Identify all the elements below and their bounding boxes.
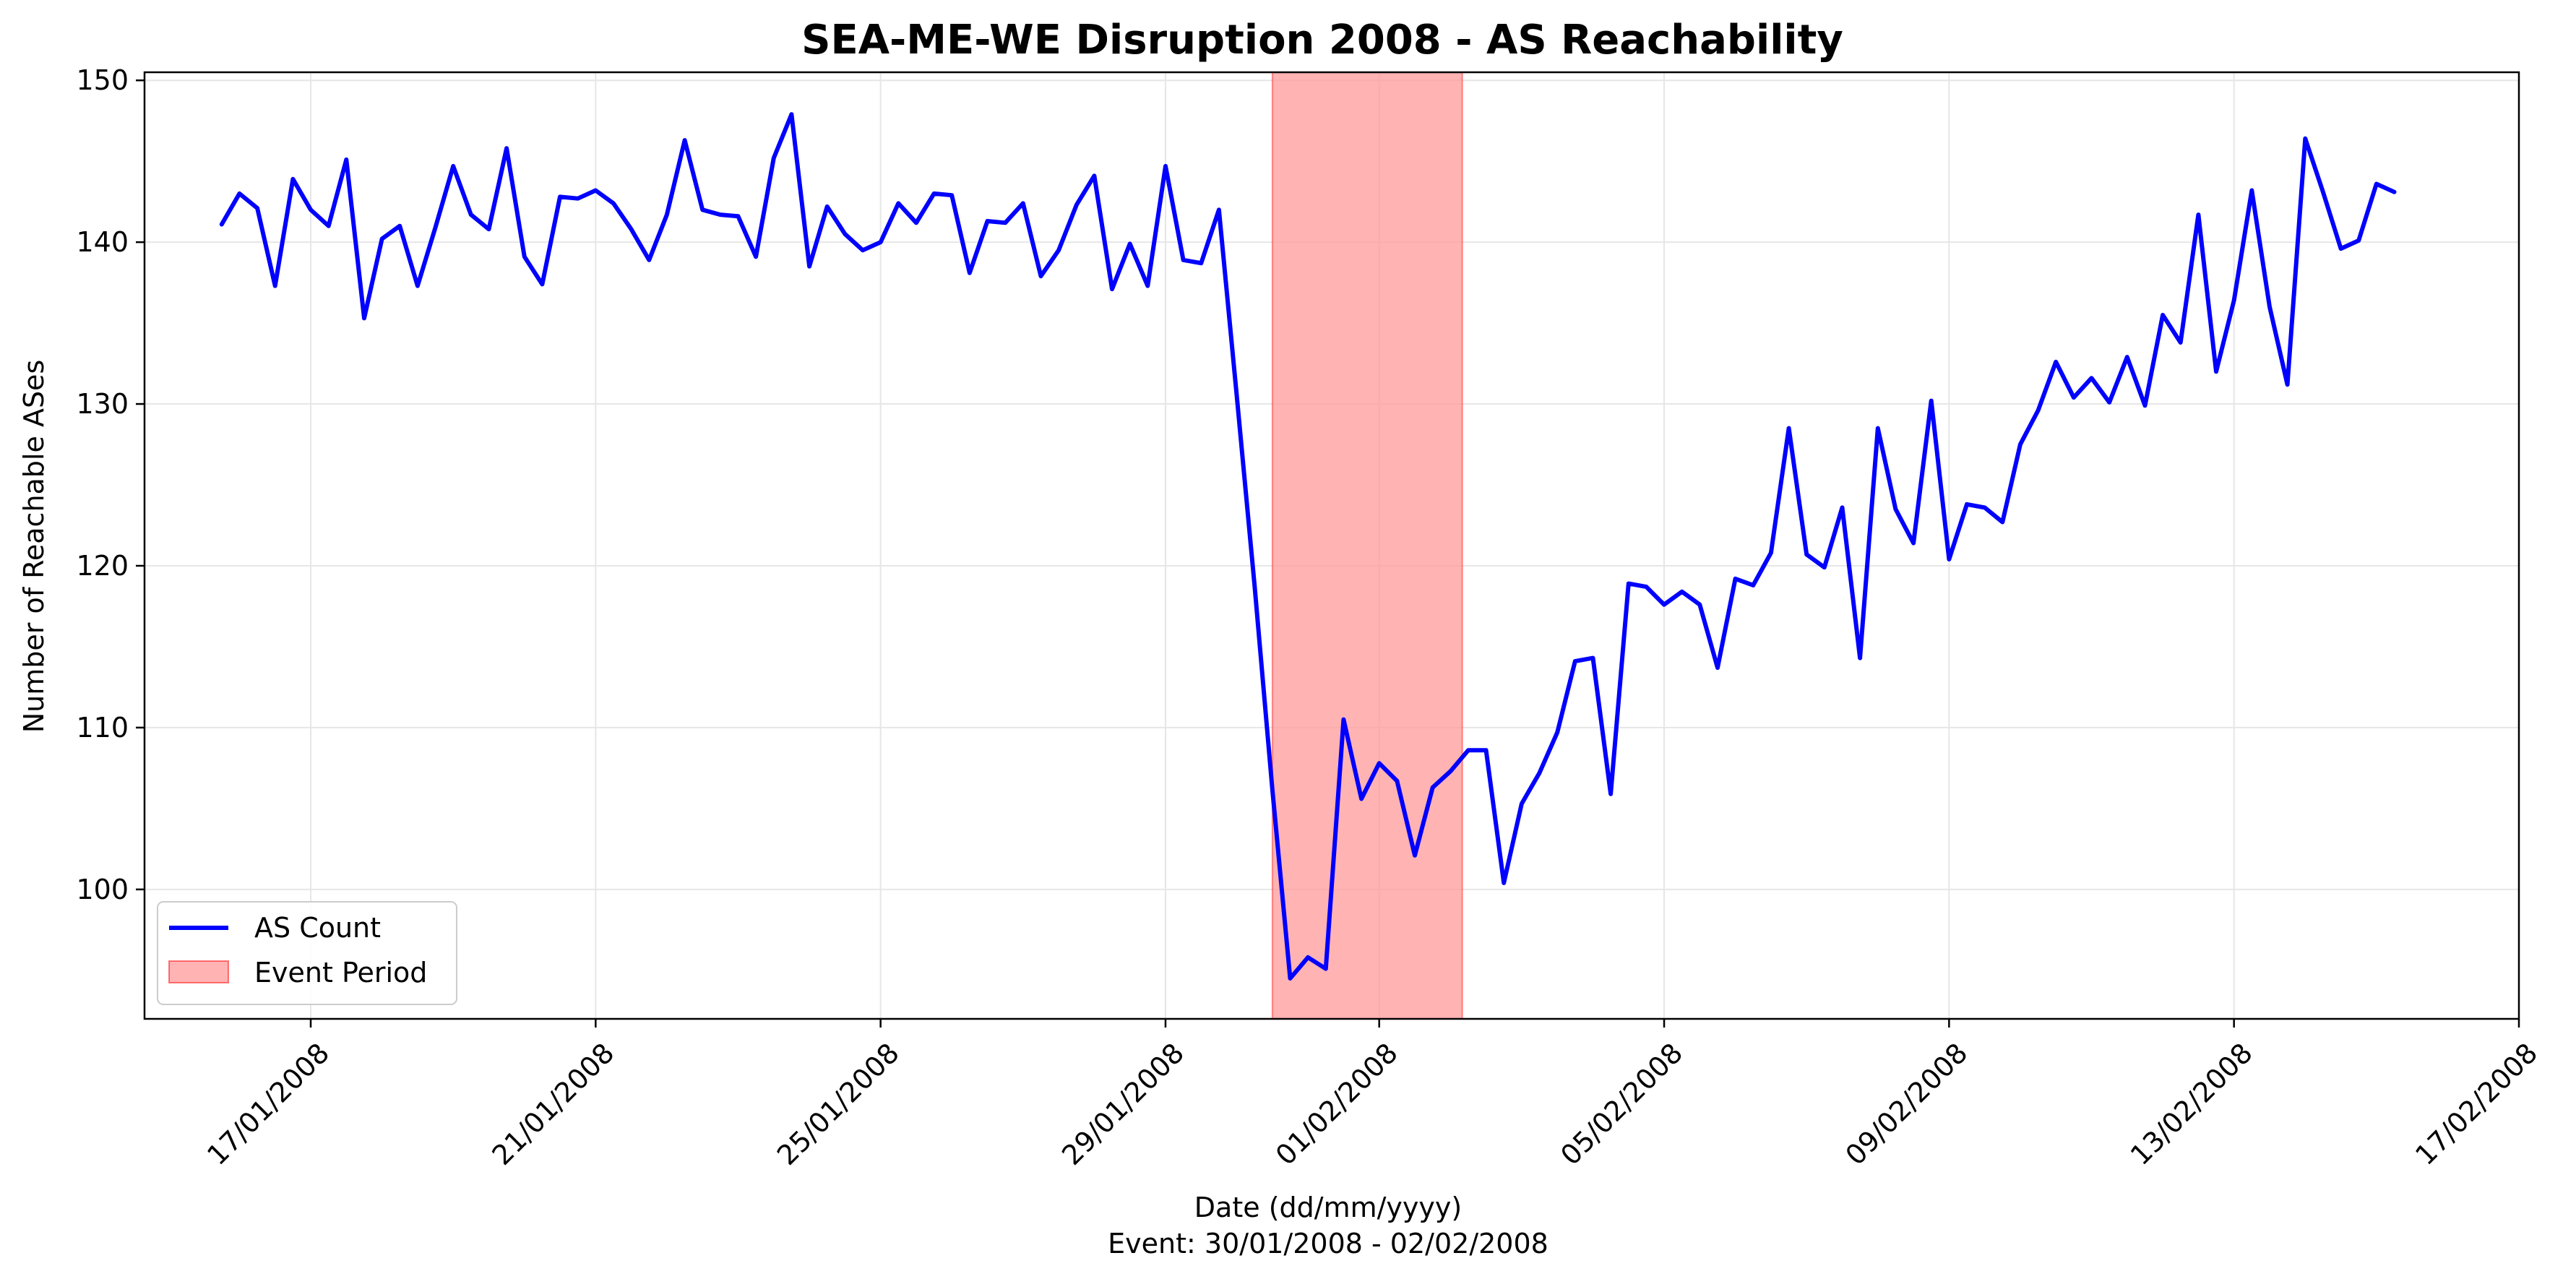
x-tick-label: 09/02/2008 (1840, 1037, 1974, 1171)
x-tick-label: 13/02/2008 (2124, 1037, 2259, 1171)
chart-title: SEA-ME-WE Disruption 2008 - AS Reachabil… (801, 17, 1843, 64)
event-period-layer (1271, 72, 1463, 1020)
legend-box (157, 901, 457, 1005)
x-tick-label: 29/01/2008 (1056, 1037, 1190, 1171)
y-axis: 100 110 120 130 140 150 (76, 64, 145, 905)
legend: AS Count Event Period (157, 901, 457, 1005)
x-tick-label: 01/02/2008 (1270, 1037, 1404, 1171)
y-tick-label: 140 (76, 226, 129, 258)
x-axis-title: Date (dd/mm/yyyy) (1194, 1192, 1462, 1223)
y-tick-label: 150 (76, 64, 129, 96)
series-layer (219, 112, 2397, 981)
y-tick-label: 120 (76, 550, 129, 582)
legend-label-event-period: Event Period (254, 957, 427, 989)
x-tick-label: 05/02/2008 (1554, 1037, 1689, 1171)
plot-frame (143, 71, 2520, 1020)
y-axis-title: Number of Reachable ASes (18, 360, 50, 733)
y-tick-label: 100 (76, 874, 129, 905)
y-tick-label: 130 (76, 388, 129, 420)
series-line-as-count (219, 112, 2397, 981)
x-tick-label: 17/01/2008 (201, 1037, 335, 1171)
x-axis: 17/01/2008 21/01/2008 25/01/2008 29/01/2008… (201, 1019, 2543, 1171)
x-tick-label: 25/01/2008 (771, 1037, 905, 1171)
x-tick-label: 17/02/2008 (2409, 1037, 2543, 1171)
legend-label-as-count: AS Count (254, 912, 381, 944)
event-period-band (1271, 72, 1463, 1020)
y-tick-label: 110 (76, 712, 129, 744)
event-subtitle: Event: 30/01/2008 - 02/02/2008 (1108, 1228, 1548, 1259)
legend-patch-swatch (168, 960, 229, 983)
x-tick-label: 21/01/2008 (486, 1037, 621, 1171)
